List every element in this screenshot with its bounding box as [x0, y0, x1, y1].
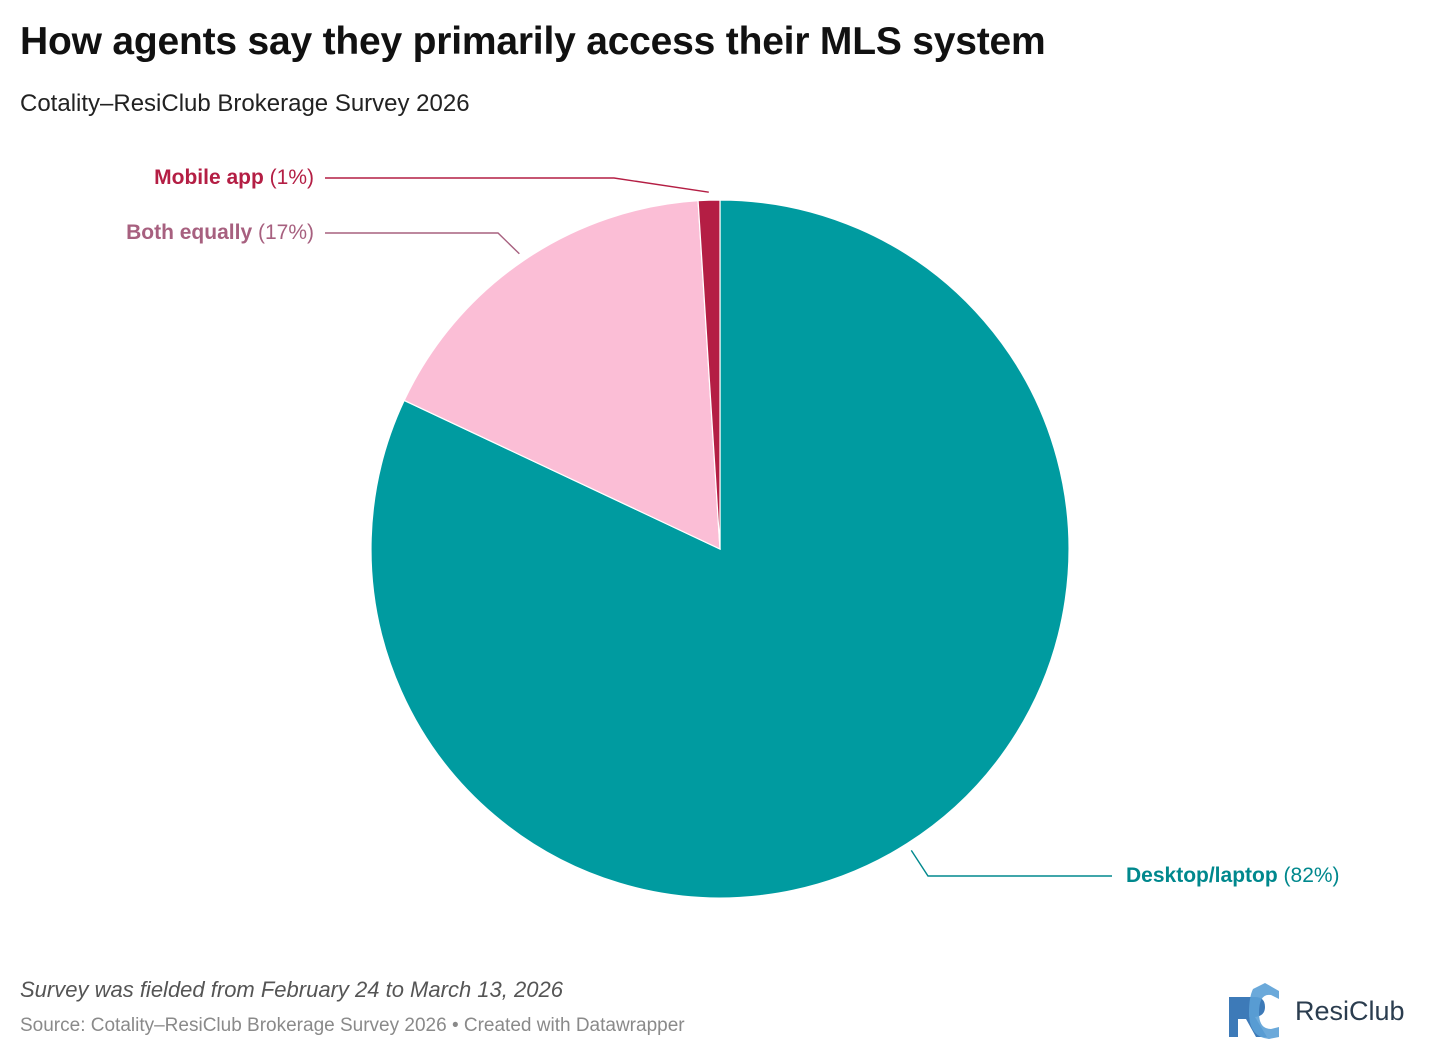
- resiclub-logo-text: ResiClub: [1295, 995, 1405, 1026]
- pie-slice-both-equally: [403, 200, 721, 550]
- resiclub-logo-icon: [1229, 983, 1279, 1039]
- pie-slice-mobile-app: [697, 199, 721, 550]
- survey-note: Survey was fielded from February 24 to M…: [20, 977, 563, 1002]
- slice-label-category: Both equally: [126, 221, 253, 244]
- resiclub-logo: ResiClub: [1225, 983, 1405, 1039]
- slice-label-mobile-app: Mobile app (1%): [154, 166, 314, 190]
- leader-line-both-equally: [325, 232, 520, 255]
- leader-line-mobile-app: [325, 177, 709, 193]
- source-credit: Source: Cotality–ResiClub Brokerage Surv…: [20, 1015, 685, 1036]
- slice-label-percent: (1%): [269, 166, 314, 189]
- slice-label-percent: (17%): [257, 221, 314, 244]
- chart-title: How agents say they primarily access the…: [20, 20, 1046, 63]
- leader-line-desktop-laptop: [910, 850, 1112, 877]
- chart-subtitle: Cotality–ResiClub Brokerage Survey 2026: [20, 90, 470, 117]
- slice-label-desktop-laptop: Desktop/laptop (82%): [1126, 864, 1340, 888]
- slice-label-percent: (82%): [1283, 864, 1340, 887]
- slice-label-category: Desktop/laptop: [1126, 864, 1278, 887]
- slice-label-both-equally: Both equally (17%): [126, 221, 314, 245]
- pie-slice-desktop-laptop: [370, 199, 1070, 899]
- slice-label-category: Mobile app: [154, 166, 264, 189]
